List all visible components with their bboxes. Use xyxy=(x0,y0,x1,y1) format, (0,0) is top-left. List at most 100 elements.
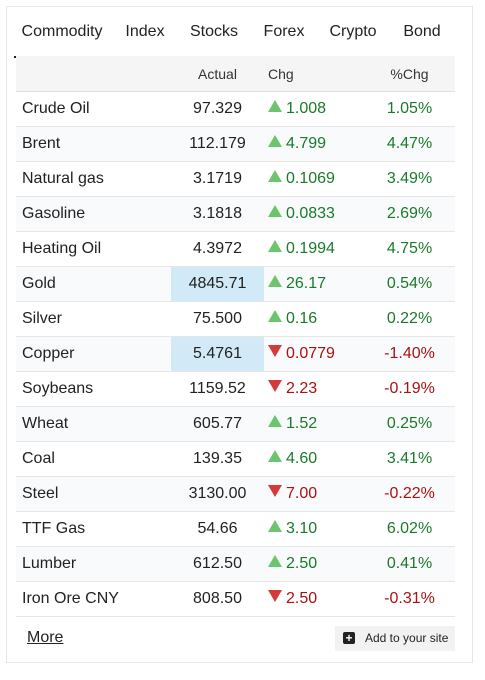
commodity-name: Wheat xyxy=(16,406,171,442)
table-row[interactable]: Silver 75.500 0.16 0.22% xyxy=(16,301,455,337)
actual-value: 3130.00 xyxy=(171,476,264,512)
percent-change: 3.49% xyxy=(364,161,455,197)
commodity-table: Actual Chg %Chg Crude Oil 97.329 1.008 1.05… xyxy=(16,56,455,617)
actual-value: 75.500 xyxy=(171,301,264,337)
actual-value: 5.4761 xyxy=(171,336,264,372)
actual-value: 4.3972 xyxy=(171,231,264,267)
actual-value: 139.35 xyxy=(171,441,264,477)
change-value: 4.60 xyxy=(264,441,364,477)
change-amount: 4.799 xyxy=(286,135,327,152)
change-value: 1.52 xyxy=(264,406,364,442)
tab-bar: Commodity Index Stocks Forex Crypto Bond xyxy=(14,20,458,58)
table-row[interactable]: Heating Oil 4.3972 0.1994 4.75% xyxy=(16,231,455,267)
change-amount: 26.17 xyxy=(286,275,327,292)
arrow-up-icon xyxy=(268,135,282,147)
plus-square-icon: + xyxy=(343,632,355,644)
table-row[interactable]: Copper 5.4761 0.0779 -1.40% xyxy=(16,336,455,372)
table-row[interactable]: Iron Ore CNY 808.50 2.50 -0.31% xyxy=(16,581,455,617)
percent-change: -0.31% xyxy=(364,581,455,617)
table-row[interactable]: Lumber 612.50 2.50 0.41% xyxy=(16,546,455,582)
tab-forex[interactable]: Forex xyxy=(263,23,305,40)
actual-value: 3.1818 xyxy=(171,196,264,232)
actual-value: 97.329 xyxy=(171,91,264,127)
column-header-actual: Actual xyxy=(171,56,264,92)
arrow-up-icon xyxy=(268,170,282,182)
change-value: 2.50 xyxy=(264,581,364,617)
add-to-site-label: Add to your site xyxy=(365,631,449,645)
tab-crypto[interactable]: Crypto xyxy=(329,23,377,40)
arrow-up-icon xyxy=(268,555,282,567)
arrow-up-icon xyxy=(268,415,282,427)
percent-change: 3.41% xyxy=(364,441,455,477)
change-value: 2.50 xyxy=(264,546,364,582)
arrow-up-icon xyxy=(268,275,282,287)
more-link[interactable]: More xyxy=(27,629,64,646)
actual-value: 112.179 xyxy=(171,126,264,162)
commodity-name: Heating Oil xyxy=(16,231,171,267)
add-to-site-button[interactable]: + Add to your site xyxy=(335,626,455,651)
actual-value: 54.66 xyxy=(171,511,264,547)
commodity-name: Soybeans xyxy=(16,371,171,407)
arrow-up-icon xyxy=(268,240,282,252)
actual-value: 612.50 xyxy=(171,546,264,582)
table-row[interactable]: Gold 4845.71 26.17 0.54% xyxy=(16,266,455,302)
change-value: 0.0779 xyxy=(264,336,364,372)
change-value: 0.16 xyxy=(264,301,364,337)
commodity-name: Coal xyxy=(16,441,171,477)
change-value: 0.1069 xyxy=(264,161,364,197)
commodity-name: Steel xyxy=(16,476,171,512)
commodity-name: Natural gas xyxy=(16,161,171,197)
change-amount: 1.008 xyxy=(286,100,327,117)
table-row[interactable]: Coal 139.35 4.60 3.41% xyxy=(16,441,455,477)
commodity-name: Copper xyxy=(16,336,171,372)
percent-change: 0.25% xyxy=(364,406,455,442)
actual-value: 4845.71 xyxy=(171,266,264,302)
percent-change: 0.41% xyxy=(364,546,455,582)
table-row[interactable]: Crude Oil 97.329 1.008 1.05% xyxy=(16,91,455,127)
commodity-name: Brent xyxy=(16,126,171,162)
change-amount: 7.00 xyxy=(286,485,318,502)
commodity-name: Silver xyxy=(16,301,171,337)
table-row[interactable]: Gasoline 3.1818 0.0833 2.69% xyxy=(16,196,455,232)
percent-change: 4.47% xyxy=(364,126,455,162)
table-row[interactable]: Steel 3130.00 7.00 -0.22% xyxy=(16,476,455,512)
commodity-name: TTF Gas xyxy=(16,511,171,547)
percent-change: -0.19% xyxy=(364,371,455,407)
tab-stocks[interactable]: Stocks xyxy=(189,23,238,40)
tab-index[interactable]: Index xyxy=(125,23,165,40)
change-amount: 0.1994 xyxy=(286,240,335,257)
table-row[interactable]: Brent 112.179 4.799 4.47% xyxy=(16,126,455,162)
table-row[interactable]: TTF Gas 54.66 3.10 6.02% xyxy=(16,511,455,547)
change-value: 1.008 xyxy=(264,91,364,127)
tab-bond[interactable]: Bond xyxy=(403,23,441,40)
tab-commodity[interactable]: Commodity xyxy=(14,20,110,58)
table-row[interactable]: Wheat 605.77 1.52 0.25% xyxy=(16,406,455,442)
percent-change: 2.69% xyxy=(364,196,455,232)
change-amount: 0.1069 xyxy=(286,170,335,187)
commodity-name: Gold xyxy=(16,266,171,302)
actual-value: 1159.52 xyxy=(171,371,264,407)
commodity-name: Gasoline xyxy=(16,196,171,232)
change-amount: 4.60 xyxy=(286,450,318,467)
arrow-down-icon xyxy=(268,345,282,357)
percent-change: 0.54% xyxy=(364,266,455,302)
commodity-name: Iron Ore CNY xyxy=(16,581,171,617)
arrow-up-icon xyxy=(268,205,282,217)
arrow-down-icon xyxy=(268,380,282,392)
percent-change: 0.22% xyxy=(364,301,455,337)
change-amount: 3.10 xyxy=(286,520,318,537)
change-value: 26.17 xyxy=(264,266,364,302)
arrow-up-icon xyxy=(268,100,282,112)
table-row[interactable]: Natural gas 3.1719 0.1069 3.49% xyxy=(16,161,455,197)
commodity-name: Lumber xyxy=(16,546,171,582)
arrow-up-icon xyxy=(268,310,282,322)
change-amount: 1.52 xyxy=(286,415,318,432)
change-value: 4.799 xyxy=(264,126,364,162)
change-amount: 0.0833 xyxy=(286,205,335,222)
change-amount: 2.23 xyxy=(286,380,318,397)
table-row[interactable]: Soybeans 1159.52 2.23 -0.19% xyxy=(16,371,455,407)
arrow-down-icon xyxy=(268,485,282,497)
change-value: 3.10 xyxy=(264,511,364,547)
percent-change: -1.40% xyxy=(364,336,455,372)
arrow-down-icon xyxy=(268,590,282,602)
